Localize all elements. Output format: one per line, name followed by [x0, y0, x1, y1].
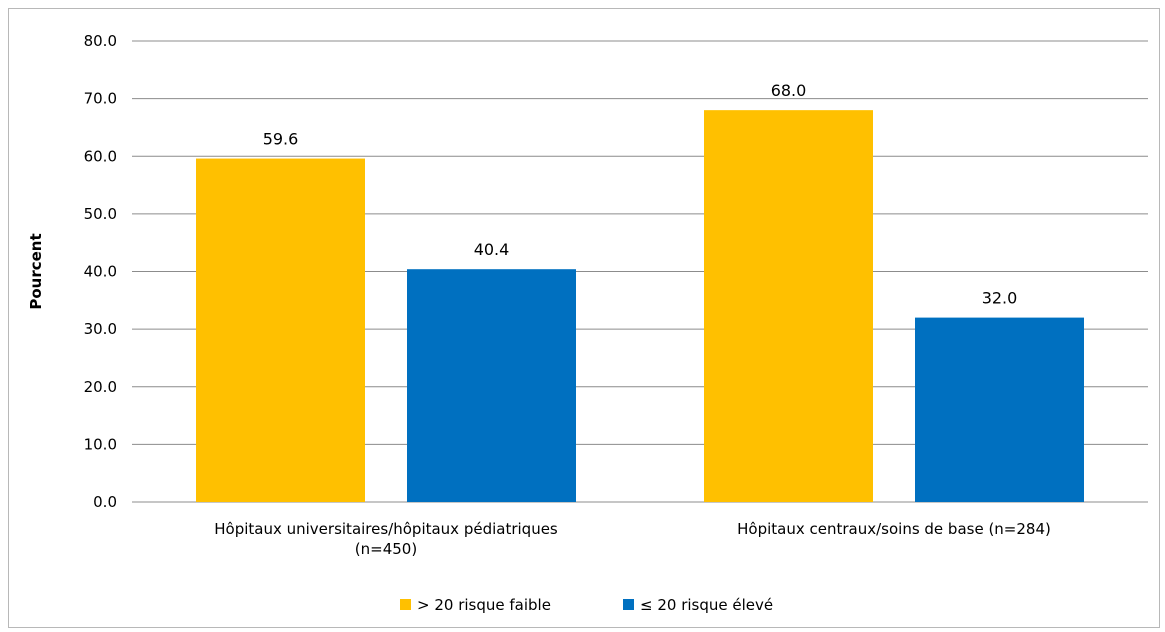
category-label: (n=450) — [355, 540, 417, 558]
category-label: Hôpitaux universitaires/hôpitaux pédiatr… — [214, 520, 558, 538]
bar — [407, 269, 576, 502]
y-tick-label: 80.0 — [84, 32, 117, 50]
y-tick-label: 40.0 — [84, 263, 117, 281]
y-tick-label: 0.0 — [93, 493, 117, 511]
data-label: 40.4 — [474, 240, 510, 259]
bar — [704, 110, 873, 503]
bar — [915, 317, 1084, 502]
y-axis-label: Pourcent — [27, 233, 45, 309]
y-tick-label: 20.0 — [84, 378, 117, 396]
legend-label: ≤ 20 risque élevé — [640, 596, 773, 614]
y-tick-label: 30.0 — [84, 320, 117, 338]
bar — [196, 158, 365, 502]
legend-swatch — [400, 599, 411, 610]
legend-swatch — [623, 599, 634, 610]
data-label: 32.0 — [982, 289, 1018, 308]
y-tick-label: 10.0 — [84, 435, 117, 453]
category-label: Hôpitaux centraux/soins de base (n=284) — [737, 520, 1051, 538]
data-label: 68.0 — [771, 81, 807, 100]
data-label: 59.6 — [263, 130, 299, 149]
y-tick-label: 70.0 — [84, 90, 117, 108]
y-tick-label: 60.0 — [84, 147, 117, 165]
legend-label: > 20 risque faible — [417, 596, 551, 614]
y-tick-label: 50.0 — [84, 205, 117, 223]
